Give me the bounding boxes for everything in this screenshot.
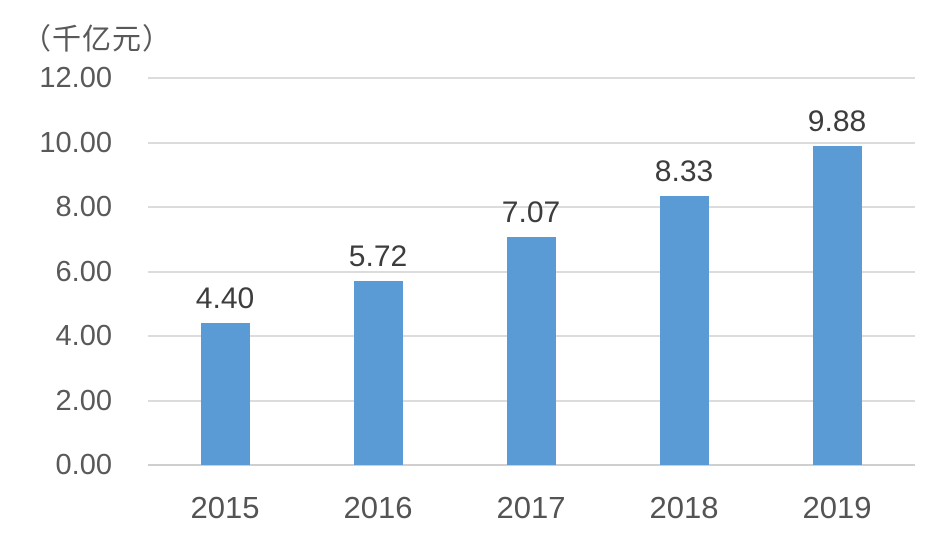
gridline xyxy=(148,77,915,79)
y-axis-tick-label: 8.00 xyxy=(55,191,112,223)
x-axis-label-2015: 2015 xyxy=(190,490,260,525)
x-axis-label-2017: 2017 xyxy=(496,490,566,525)
bar-2018 xyxy=(660,196,709,465)
y-axis-tick-label: 2.00 xyxy=(55,384,112,417)
y-axis-tick-label: 4.00 xyxy=(55,320,112,352)
data-label-2018: 8.33 xyxy=(654,155,714,188)
x-axis-label-2016: 2016 xyxy=(343,490,413,525)
y-axis-tick-label: 0.00 xyxy=(55,449,112,481)
bar-2015 xyxy=(201,323,250,465)
y-axis-tick-label: 6.00 xyxy=(55,255,112,288)
x-axis-label-2019: 2019 xyxy=(802,490,872,525)
y-axis-tick-label: 10.00 xyxy=(39,126,112,159)
data-label-2017: 7.07 xyxy=(501,196,561,229)
data-label-2016: 5.72 xyxy=(348,240,408,273)
data-label-2019: 9.88 xyxy=(807,105,867,138)
y-axis-tick-label: 12.00 xyxy=(39,62,112,94)
bar-2017 xyxy=(507,237,556,465)
bar-2019 xyxy=(813,146,862,465)
gridline xyxy=(148,141,915,144)
bar-2016 xyxy=(354,281,403,465)
x-axis-line xyxy=(148,464,915,466)
x-axis-label-2018: 2018 xyxy=(649,490,719,525)
data-label-2015: 4.40 xyxy=(195,282,255,315)
y-axis-unit-label: （千亿元） xyxy=(22,24,173,56)
gridline xyxy=(148,206,915,208)
